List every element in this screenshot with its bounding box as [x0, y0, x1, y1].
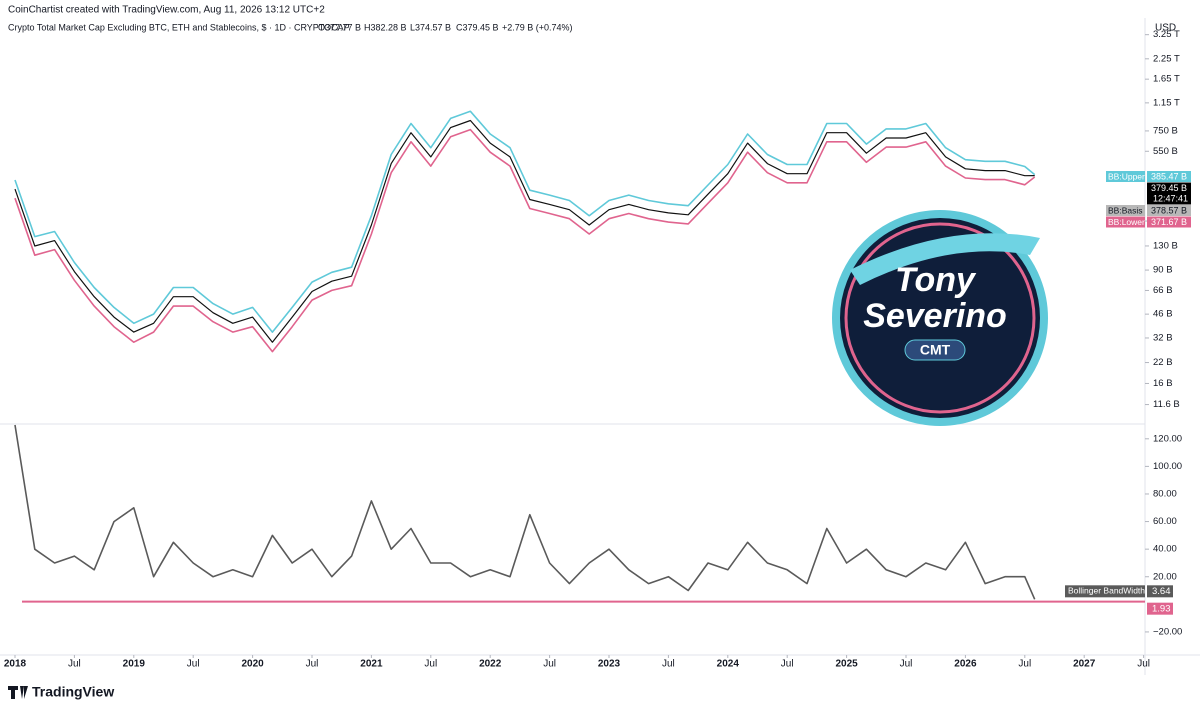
attribution: CoinChartist created with TradingView.co… — [8, 5, 325, 16]
scale-label: 379.45 B — [1151, 183, 1187, 193]
currency: USD — [1155, 23, 1176, 34]
chart-title: Crypto Total Market Cap Excluding BTC, E… — [8, 22, 350, 32]
scale-label-box — [1147, 171, 1191, 182]
indicator-name-box — [1065, 585, 1145, 598]
scale-label: 385.47 B — [1151, 171, 1187, 181]
series-line — [14, 110, 1036, 333]
ohlc-value: +2.79 B (+0.74%) — [502, 22, 573, 32]
logo-ring-inner — [844, 222, 1036, 414]
y-tick-label: 16 B — [1153, 378, 1173, 389]
x-tick-label: 2022 — [479, 659, 502, 670]
scale-name: BB:Basis — [1108, 205, 1143, 215]
y-tick-label: 80.00 — [1153, 488, 1177, 499]
x-tick-label: 2018 — [4, 659, 27, 670]
series-line — [14, 119, 1035, 343]
y-tick-label: 90 B — [1153, 265, 1173, 276]
y-tick-label: 1.15 T — [1153, 97, 1180, 108]
y-tick-label: 40.00 — [1153, 544, 1177, 555]
scale-name-box — [1106, 205, 1145, 216]
scale-name-box — [1106, 216, 1145, 228]
scale-label-box — [1147, 182, 1191, 205]
logo-line3: CMT — [920, 342, 951, 358]
tv-icon — [8, 686, 28, 699]
logo: Tony Severino CMT — [832, 210, 1048, 426]
hline-label-box — [1147, 602, 1173, 615]
x-tick-label: Jul — [424, 659, 437, 670]
x-tick-label: 2021 — [360, 659, 383, 670]
logo-line1: Tony — [895, 261, 977, 299]
logo-swoosh — [850, 233, 1040, 285]
y-tick-label: 20.00 — [1153, 571, 1177, 582]
x-tick-label: Jul — [68, 659, 81, 670]
x-tick-label: 2020 — [241, 659, 264, 670]
scale-name: BB:Lower — [1108, 217, 1145, 227]
x-tick-label: 2025 — [835, 659, 858, 670]
y-tick-label: 2.25 T — [1153, 53, 1180, 64]
x-tick-label: Jul — [662, 659, 675, 670]
y-tick-label: 750 B — [1153, 125, 1178, 136]
y-tick-label: 550 B — [1153, 146, 1178, 157]
y-tick-label: 32 B — [1153, 332, 1173, 343]
x-tick-label: Jul — [1137, 659, 1150, 670]
y-tick-label: 60.00 — [1153, 516, 1177, 527]
logo-badge — [904, 339, 966, 361]
footer-logo: TradingView — [8, 684, 114, 700]
series-line — [14, 424, 1036, 600]
scale-label-box — [1147, 205, 1191, 216]
y-tick-label: 11.6 B — [1153, 399, 1180, 410]
scale-name-box — [1106, 171, 1145, 182]
y-tick-label: −20.00 — [1153, 626, 1182, 637]
hline-label: 1.93 — [1152, 604, 1171, 615]
x-tick-label: 2026 — [954, 659, 977, 670]
x-tick-label: 2023 — [598, 659, 621, 670]
y-tick-label: 46 B — [1153, 309, 1173, 320]
x-tick-label: 2027 — [1073, 659, 1096, 670]
scale-label-box — [1147, 216, 1191, 228]
logo-line2: Severino — [863, 297, 1007, 335]
x-tick-label: Jul — [543, 659, 556, 670]
x-tick-label: Jul — [306, 659, 319, 670]
indicator-value-box — [1147, 585, 1173, 598]
ohlc-value: H382.28 B — [364, 22, 407, 32]
scale-sublabel: 12:47:41 — [1153, 193, 1188, 203]
y-tick-label: 1.65 T — [1153, 74, 1180, 85]
scale-label: 378.57 B — [1151, 205, 1187, 215]
x-tick-label: Jul — [900, 659, 913, 670]
ohlc-value: L374.57 B — [410, 22, 451, 32]
y-tick-label: 66 B — [1153, 285, 1173, 296]
x-tick-label: 2024 — [717, 659, 740, 670]
x-tick-label: Jul — [781, 659, 794, 670]
y-tick-label: 22 B — [1153, 357, 1173, 368]
indicator-name: Bollinger BandWidth — [1068, 586, 1145, 596]
scale-label: 371.67 B — [1151, 217, 1187, 227]
indicator-value: 3.64 — [1152, 586, 1171, 597]
scale-name: BB:Upper — [1108, 171, 1145, 181]
y-tick-label: 130 B — [1153, 240, 1178, 251]
x-tick-label: Jul — [1018, 659, 1031, 670]
ohlc-value: O377.77 B — [318, 22, 361, 32]
y-tick-label: 100.00 — [1153, 461, 1182, 472]
x-tick-label: 2019 — [123, 659, 146, 670]
ohlc-value: C379.45 B — [456, 22, 499, 32]
y-tick-label: 120.00 — [1153, 433, 1182, 444]
x-tick-label: Jul — [187, 659, 200, 670]
y-tick-label: 3.25 T — [1153, 29, 1180, 40]
brand: TradingView — [32, 684, 114, 700]
series-line — [14, 128, 1036, 353]
